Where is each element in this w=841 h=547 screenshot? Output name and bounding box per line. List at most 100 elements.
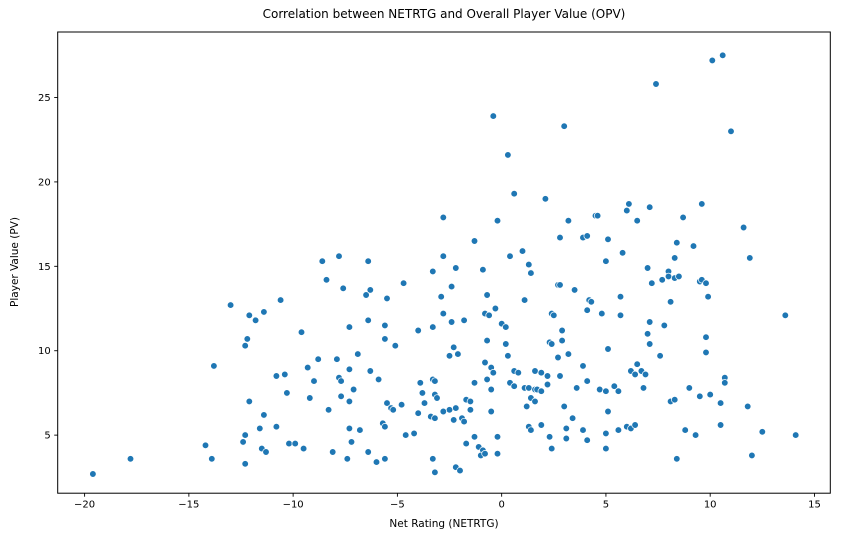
data-point (562, 434, 570, 443)
data-point (550, 311, 558, 319)
data-point (456, 466, 464, 475)
data-point (335, 252, 343, 260)
data-point (450, 416, 458, 424)
data-point (548, 444, 556, 453)
data-point (504, 352, 512, 360)
data-point (431, 377, 439, 385)
data-point (402, 431, 410, 439)
data-point (504, 151, 512, 159)
data-point (431, 468, 439, 476)
data-point (643, 264, 652, 272)
data-point (639, 384, 648, 392)
data-point (281, 370, 289, 379)
data-point (579, 362, 587, 370)
data-point (381, 455, 389, 463)
data-point (525, 260, 533, 269)
data-point (251, 316, 260, 324)
data-point (431, 414, 439, 422)
data-point (602, 444, 610, 453)
data-point (716, 421, 725, 429)
data-point (558, 336, 566, 345)
data-point (364, 316, 372, 324)
data-point (366, 367, 374, 375)
data-point (554, 353, 562, 362)
data-point (383, 294, 391, 303)
data-point (583, 377, 591, 385)
data-point (466, 406, 475, 414)
data-point (372, 458, 381, 466)
data-point (560, 402, 568, 411)
y-tick-label: 20 (38, 177, 51, 188)
data-point (460, 316, 468, 324)
data-point (345, 323, 354, 331)
data-point (450, 343, 458, 351)
data-point (523, 402, 531, 411)
data-point (483, 375, 491, 384)
data-point (658, 276, 666, 284)
data-point (721, 379, 729, 387)
data-point (633, 217, 641, 225)
data-point (527, 426, 535, 434)
data-point (646, 203, 654, 211)
data-point (656, 352, 664, 360)
plot-box (57, 31, 831, 494)
data-point (243, 335, 251, 343)
data-point (447, 282, 456, 291)
x-tick-label: 10 (704, 500, 717, 511)
x-tick-label: −20 (74, 500, 95, 511)
data-point (556, 281, 564, 289)
data-point (383, 399, 391, 407)
data-point (673, 455, 681, 463)
data-point (641, 370, 650, 379)
data-point (462, 439, 470, 448)
data-point (610, 382, 618, 390)
data-point (414, 326, 422, 335)
data-point (210, 362, 218, 370)
data-point (691, 431, 700, 439)
data-point (792, 431, 800, 439)
data-point (664, 272, 673, 281)
data-point (541, 195, 550, 203)
data-point (702, 333, 710, 341)
data-point (602, 429, 610, 438)
data-point (420, 399, 429, 407)
data-point (245, 397, 253, 406)
data-point (616, 293, 625, 301)
data-point (510, 190, 518, 198)
data-point (310, 377, 318, 385)
data-point (570, 286, 579, 294)
data-point (429, 267, 437, 276)
data-point (399, 279, 408, 287)
data-point (746, 254, 754, 262)
data-point (748, 451, 756, 460)
data-point (439, 252, 447, 260)
data-point (562, 424, 570, 433)
data-point (510, 382, 518, 390)
data-point (543, 380, 552, 389)
data-point (345, 424, 354, 433)
data-point (201, 441, 210, 449)
data-point (291, 439, 299, 448)
data-point (356, 426, 364, 434)
y-tick-label: 15 (38, 262, 51, 273)
data-point (491, 304, 500, 313)
data-point (381, 335, 389, 343)
data-point (391, 342, 399, 350)
data-point (758, 428, 766, 436)
data-point (306, 394, 314, 402)
data-point (593, 212, 602, 220)
data-point (445, 406, 454, 414)
data-point (452, 404, 460, 412)
data-point (414, 409, 422, 417)
data-point (389, 406, 397, 414)
data-point (343, 455, 351, 463)
data-point (454, 350, 462, 358)
data-point (493, 433, 502, 441)
data-point (337, 377, 345, 385)
data-point (437, 293, 445, 301)
data-point (646, 318, 654, 326)
data-point (583, 436, 591, 444)
data-point (364, 257, 372, 265)
